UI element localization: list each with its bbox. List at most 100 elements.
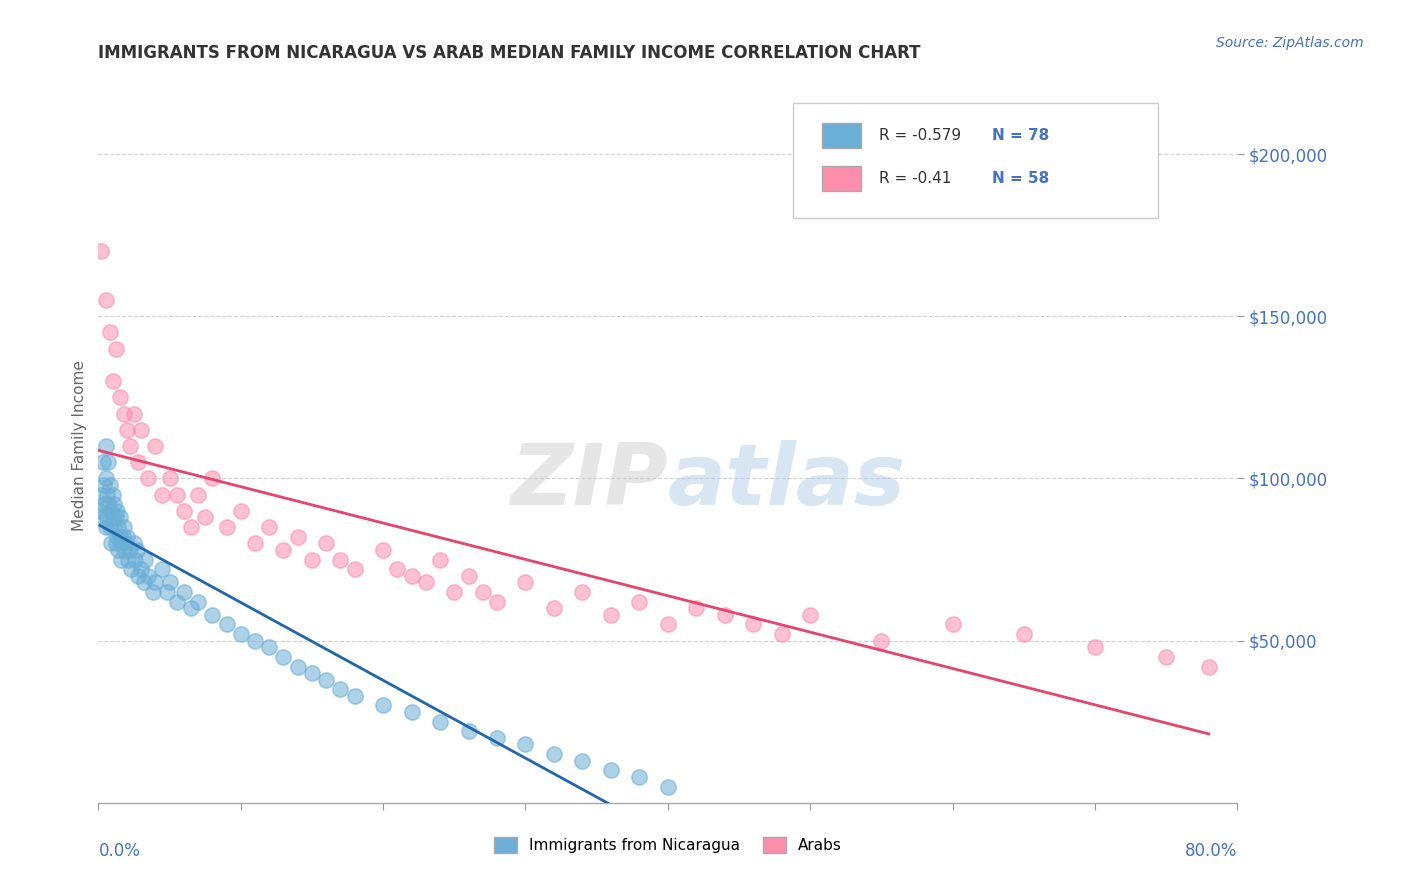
Point (166, 595, 188, 609)
Point (457, 724, 479, 739)
Point (543, 601, 565, 615)
Point (107, 520, 129, 534)
Point (415, 575, 437, 590)
Point (259, 640, 281, 654)
Point (136, 471, 159, 485)
Point (770, 627, 793, 641)
Point (108, 530, 131, 544)
Point (287, 530, 309, 544)
Point (110, 552, 132, 566)
Point (870, 633, 893, 648)
Point (97, 455, 120, 469)
Point (329, 682, 352, 697)
Point (90, 488, 112, 502)
Point (1198, 659, 1220, 673)
Point (187, 488, 209, 502)
Point (799, 607, 821, 622)
Point (343, 689, 366, 703)
Point (401, 568, 423, 582)
Text: IMMIGRANTS FROM NICARAGUA VS ARAB MEDIAN FAMILY INCOME CORRELATION CHART: IMMIGRANTS FROM NICARAGUA VS ARAB MEDIAN… (98, 45, 921, 62)
Point (134, 552, 156, 566)
Point (471, 585, 494, 599)
Text: ZIP: ZIP (510, 440, 668, 524)
Point (90, 244, 112, 259)
Y-axis label: Median Family Income: Median Family Income (72, 360, 87, 532)
Point (457, 568, 479, 582)
Point (657, 780, 679, 794)
Point (180, 520, 202, 534)
Point (122, 407, 145, 421)
Point (215, 520, 238, 534)
Point (120, 562, 142, 576)
Point (315, 673, 337, 687)
Point (156, 585, 179, 599)
Point (600, 764, 623, 778)
Point (657, 617, 679, 632)
Point (714, 607, 737, 622)
Point (98, 478, 121, 492)
Text: 80.0%: 80.0% (1185, 842, 1237, 860)
Point (159, 575, 181, 590)
Point (101, 510, 124, 524)
Point (201, 471, 224, 485)
FancyBboxPatch shape (821, 166, 862, 191)
Point (100, 536, 122, 550)
Point (129, 423, 152, 437)
Point (1084, 640, 1107, 654)
Point (429, 714, 451, 729)
Point (118, 542, 141, 557)
Point (145, 439, 167, 453)
Point (96, 488, 118, 502)
Point (373, 542, 395, 557)
Point (571, 585, 593, 599)
Point (112, 520, 135, 534)
Point (136, 568, 159, 582)
Point (103, 520, 125, 534)
Point (122, 536, 145, 550)
Point (152, 488, 174, 502)
Point (93, 497, 115, 511)
Point (94, 520, 117, 534)
Point (97, 497, 120, 511)
Point (187, 595, 209, 609)
Point (259, 520, 281, 534)
Point (329, 552, 352, 566)
Point (486, 595, 509, 609)
Point (105, 504, 128, 518)
Point (124, 552, 146, 566)
Point (194, 510, 217, 524)
Point (115, 530, 138, 544)
Point (287, 659, 309, 673)
Point (1154, 649, 1177, 664)
FancyBboxPatch shape (793, 103, 1157, 218)
Point (112, 407, 135, 421)
Point (145, 575, 167, 590)
Point (103, 497, 125, 511)
Point (118, 439, 141, 453)
Point (94, 293, 117, 307)
Point (1012, 627, 1035, 641)
Point (89, 504, 111, 518)
Point (173, 585, 195, 599)
Point (91, 510, 114, 524)
Point (110, 536, 132, 550)
Point (243, 536, 266, 550)
Point (108, 510, 131, 524)
Point (571, 754, 593, 768)
Point (96, 510, 118, 524)
Point (373, 698, 395, 713)
Point (101, 488, 124, 502)
Point (180, 601, 202, 615)
Point (443, 585, 465, 599)
Text: N = 78: N = 78 (993, 128, 1050, 143)
Point (600, 607, 623, 622)
Point (91, 455, 114, 469)
Point (94, 439, 117, 453)
Text: Source: ZipAtlas.com: Source: ZipAtlas.com (1216, 36, 1364, 50)
Point (229, 627, 252, 641)
FancyBboxPatch shape (821, 123, 862, 148)
Point (628, 595, 651, 609)
Point (114, 536, 136, 550)
Point (104, 342, 127, 356)
Point (152, 562, 174, 576)
